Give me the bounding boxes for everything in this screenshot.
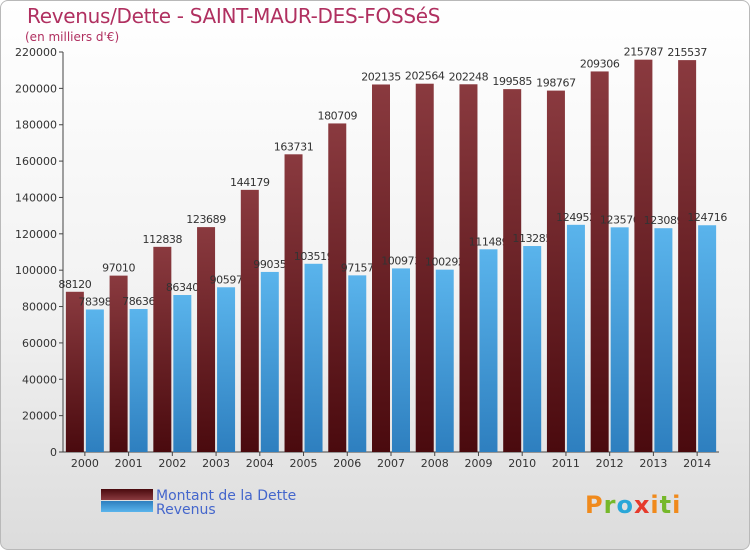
bar-debt-2005 bbox=[284, 154, 303, 453]
x-tick-label: 2007 bbox=[377, 457, 405, 470]
data-label-debt: 215787 bbox=[624, 46, 664, 59]
y-tick-label: 60000 bbox=[22, 337, 57, 350]
chart-title: Revenus/Dette - SAINT-MAUR-DES-FOSSéS bbox=[27, 4, 441, 28]
data-label-debt: 202564 bbox=[405, 70, 445, 83]
y-tick-label: 0 bbox=[50, 446, 57, 459]
bar-debt-2000 bbox=[65, 291, 84, 452]
bar-debt-2007 bbox=[372, 84, 390, 453]
data-label-debt: 199585 bbox=[492, 75, 532, 88]
y-tick-label: 40000 bbox=[22, 373, 57, 386]
data-label-revenue: 123089 bbox=[644, 214, 684, 227]
y-tick-label: 20000 bbox=[22, 410, 57, 423]
bar-revenue-2001 bbox=[129, 309, 148, 452]
x-tick-label: 2014 bbox=[683, 457, 711, 470]
bar-revenue-2003 bbox=[217, 287, 236, 452]
data-label-revenue: 111489 bbox=[469, 235, 509, 248]
y-tick-label: 180000 bbox=[15, 119, 57, 132]
y-tick-label: 220000 bbox=[15, 46, 57, 59]
bar-debt-2011 bbox=[546, 90, 565, 452]
bar-debt-2010 bbox=[503, 89, 522, 453]
y-tick-label: 200000 bbox=[15, 82, 57, 95]
bar-revenue-2009 bbox=[479, 249, 498, 452]
x-tick-label: 2011 bbox=[552, 457, 580, 470]
x-tick-label: 2013 bbox=[639, 457, 667, 470]
bar-debt-2008 bbox=[415, 83, 434, 453]
data-label-debt: 209306 bbox=[580, 57, 620, 70]
legend-swatch-revenue bbox=[101, 501, 153, 512]
bar-debt-2012 bbox=[590, 71, 609, 452]
data-label-debt: 198767 bbox=[536, 77, 576, 90]
bar-revenue-2007 bbox=[392, 268, 410, 452]
bar-debt-2013 bbox=[634, 59, 653, 452]
x-tick-label: 2006 bbox=[333, 457, 361, 470]
legend-swatch-debt bbox=[101, 489, 153, 500]
bar-debt-2009 bbox=[459, 84, 478, 452]
bar-revenue-2006 bbox=[348, 275, 367, 452]
data-label-debt: 163731 bbox=[274, 140, 314, 153]
y-tick-label: 140000 bbox=[15, 191, 57, 204]
data-label-debt: 97010 bbox=[102, 262, 135, 275]
data-label-revenue: 86340 bbox=[166, 281, 199, 294]
y-tick-label: 120000 bbox=[15, 228, 57, 241]
data-label-debt: 112838 bbox=[143, 233, 183, 246]
data-label-revenue: 124716 bbox=[687, 211, 727, 224]
data-label-debt: 180709 bbox=[317, 109, 357, 122]
data-label-revenue: 78398 bbox=[78, 295, 111, 308]
proxiti-logo: Proxiti bbox=[585, 491, 682, 519]
bar-debt-2004 bbox=[240, 189, 259, 452]
bar-revenue-2004 bbox=[260, 271, 279, 452]
data-label-debt: 123689 bbox=[186, 213, 226, 226]
bar-debt-2006 bbox=[328, 123, 347, 453]
data-label-revenue: 123570 bbox=[600, 213, 640, 226]
bar-revenue-2000 bbox=[85, 309, 104, 452]
y-tick-label: 80000 bbox=[22, 301, 57, 314]
data-label-revenue: 97157 bbox=[341, 261, 374, 274]
bar-debt-2003 bbox=[197, 227, 216, 452]
x-tick-label: 2001 bbox=[115, 457, 143, 470]
data-label-revenue: 90597 bbox=[210, 273, 243, 286]
x-tick-label: 2002 bbox=[158, 457, 186, 470]
data-label-revenue: 113285 bbox=[512, 232, 552, 245]
x-tick-label: 2010 bbox=[508, 457, 536, 470]
data-label-revenue: 100973 bbox=[381, 254, 421, 267]
data-label-debt: 88120 bbox=[58, 278, 91, 291]
bar-revenue-2010 bbox=[523, 246, 542, 452]
data-label-revenue: 103519 bbox=[294, 250, 334, 263]
bar-revenue-2011 bbox=[566, 224, 585, 452]
bar-debt-2002 bbox=[153, 246, 172, 452]
data-label-debt: 215537 bbox=[667, 46, 707, 59]
x-tick-label: 2005 bbox=[290, 457, 318, 470]
data-label-revenue: 100292 bbox=[425, 256, 465, 269]
bar-revenue-2008 bbox=[435, 269, 454, 452]
bar-debt-2014 bbox=[678, 60, 697, 453]
legend-label-debt: Montant de la Dette bbox=[156, 488, 296, 504]
y-tick-label: 100000 bbox=[15, 264, 57, 277]
data-label-revenue: 124952 bbox=[556, 211, 596, 224]
data-label-debt: 202135 bbox=[361, 70, 401, 83]
x-tick-label: 2009 bbox=[464, 457, 492, 470]
data-label-revenue: 78636 bbox=[122, 295, 155, 308]
bar-revenue-2013 bbox=[654, 228, 673, 452]
x-tick-label: 2012 bbox=[596, 457, 624, 470]
x-tick-label: 2000 bbox=[71, 457, 99, 470]
data-label-debt: 202248 bbox=[449, 70, 489, 83]
x-tick-label: 2004 bbox=[246, 457, 274, 470]
y-tick-label: 160000 bbox=[15, 155, 57, 168]
x-tick-label: 2003 bbox=[202, 457, 230, 470]
data-label-revenue: 99035 bbox=[253, 258, 286, 271]
bar-revenue-2012 bbox=[610, 227, 629, 452]
bar-revenue-2005 bbox=[304, 263, 323, 452]
x-tick-label: 2008 bbox=[421, 457, 449, 470]
bar-revenue-2002 bbox=[173, 295, 192, 452]
chart-subtitle: (en milliers d'€) bbox=[25, 30, 120, 44]
legend-label-revenue: Revenus bbox=[156, 502, 216, 518]
bar-revenue-2014 bbox=[698, 225, 717, 452]
data-label-debt: 144179 bbox=[230, 176, 270, 189]
bar-debt-2001 bbox=[109, 275, 128, 452]
